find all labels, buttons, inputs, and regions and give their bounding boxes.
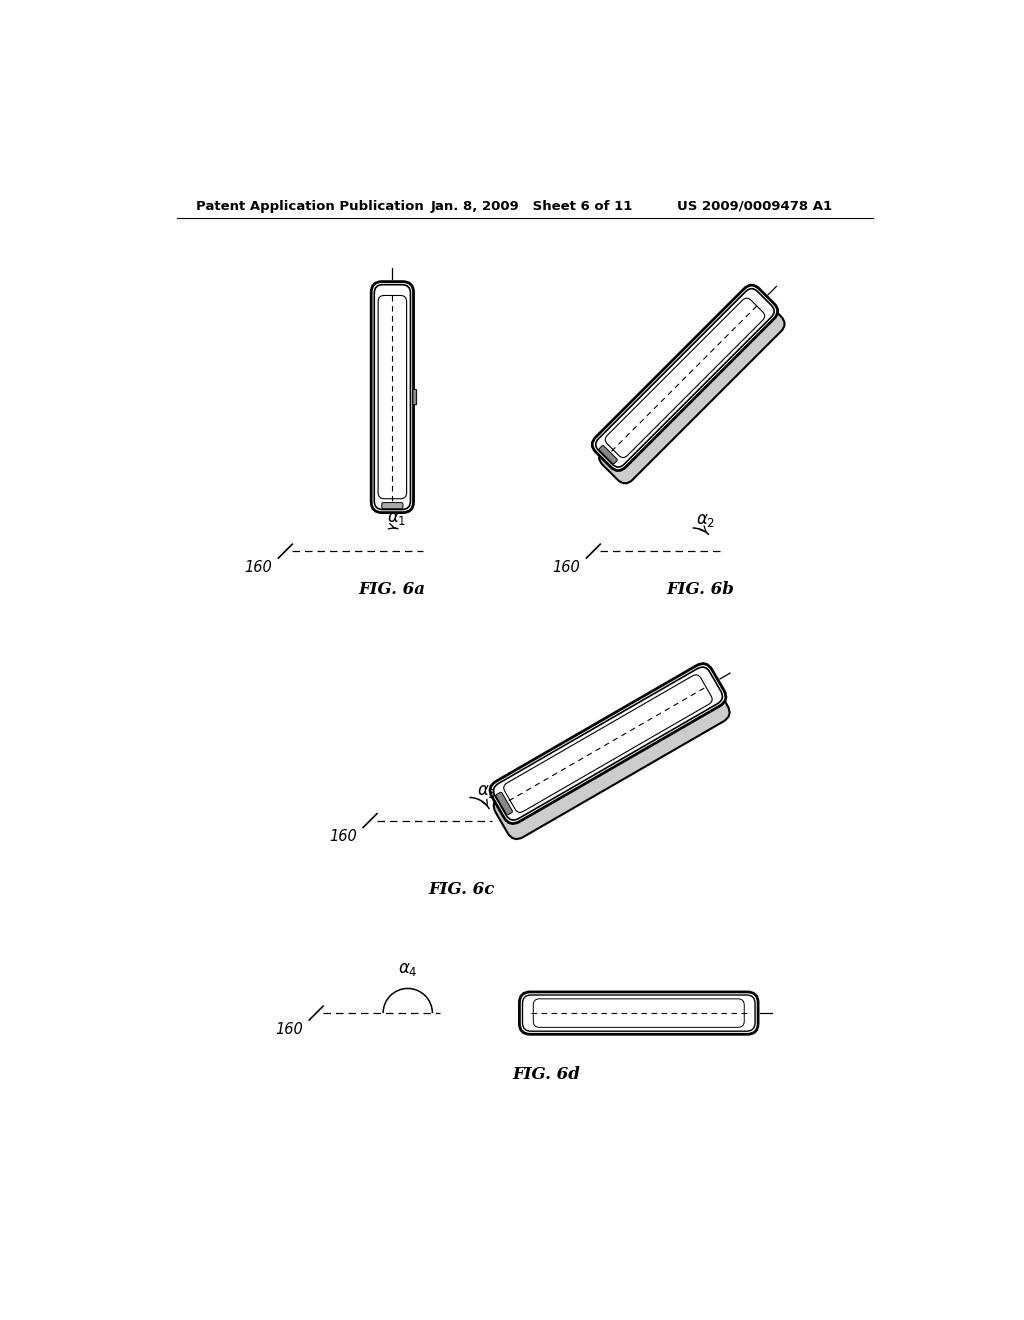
FancyBboxPatch shape bbox=[494, 678, 730, 840]
FancyBboxPatch shape bbox=[596, 289, 774, 467]
FancyBboxPatch shape bbox=[605, 298, 765, 458]
FancyBboxPatch shape bbox=[413, 389, 417, 405]
FancyBboxPatch shape bbox=[382, 503, 403, 508]
Text: US 2009/0009478 A1: US 2009/0009478 A1 bbox=[677, 199, 833, 213]
Text: 160: 160 bbox=[245, 560, 272, 574]
FancyBboxPatch shape bbox=[496, 792, 512, 814]
FancyBboxPatch shape bbox=[371, 281, 414, 512]
FancyBboxPatch shape bbox=[592, 285, 778, 471]
Text: $\alpha_3$: $\alpha_3$ bbox=[476, 783, 496, 800]
FancyBboxPatch shape bbox=[599, 298, 784, 483]
Text: FIG. 6a: FIG. 6a bbox=[358, 581, 426, 598]
Text: Jan. 8, 2009   Sheet 6 of 11: Jan. 8, 2009 Sheet 6 of 11 bbox=[431, 199, 633, 213]
FancyBboxPatch shape bbox=[534, 999, 744, 1027]
Text: Patent Application Publication: Patent Application Publication bbox=[196, 199, 424, 213]
Text: 160: 160 bbox=[329, 829, 357, 843]
FancyBboxPatch shape bbox=[522, 995, 755, 1031]
FancyBboxPatch shape bbox=[494, 667, 723, 820]
Text: $\alpha_4$: $\alpha_4$ bbox=[398, 960, 418, 978]
Text: $\alpha_2$: $\alpha_2$ bbox=[696, 511, 715, 529]
Text: $\alpha_1$: $\alpha_1$ bbox=[387, 508, 407, 527]
Text: FIG. 6b: FIG. 6b bbox=[667, 581, 734, 598]
FancyBboxPatch shape bbox=[504, 675, 713, 812]
Text: 160: 160 bbox=[553, 560, 581, 574]
FancyBboxPatch shape bbox=[489, 664, 726, 824]
Text: 160: 160 bbox=[275, 1022, 303, 1036]
Text: FIG. 6c: FIG. 6c bbox=[428, 882, 495, 899]
FancyBboxPatch shape bbox=[374, 285, 411, 510]
FancyBboxPatch shape bbox=[599, 446, 617, 463]
FancyBboxPatch shape bbox=[519, 991, 758, 1035]
FancyBboxPatch shape bbox=[378, 296, 407, 499]
Text: FIG. 6d: FIG. 6d bbox=[512, 1067, 581, 1084]
